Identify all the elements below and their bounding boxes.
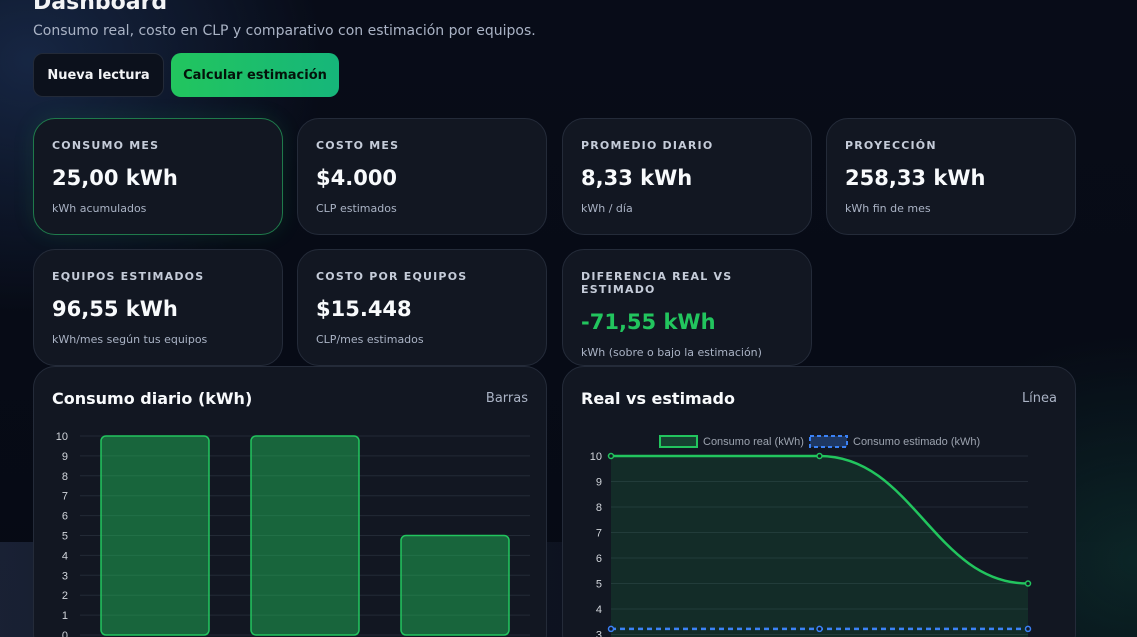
y-tick-label: 1 — [62, 610, 68, 622]
data-point-real — [607, 452, 615, 460]
y-tick-label: 5 — [596, 579, 602, 591]
data-point-estimate — [1024, 625, 1032, 633]
card-value: -71,55 kWh — [581, 310, 716, 334]
y-tick-label: 5 — [62, 531, 68, 543]
y-tick-label: 8 — [62, 471, 68, 483]
y-tick-label: 10 — [590, 451, 602, 463]
data-point-real — [816, 452, 823, 460]
card-value: $4.000 — [316, 166, 398, 190]
bar — [250, 435, 360, 636]
y-tick-label: 6 — [62, 511, 68, 523]
card-costo-por-equipos: COSTO POR EQUIPOS $15.448 CLP/mes estima… — [297, 249, 547, 366]
y-tick-label: 0 — [62, 630, 68, 637]
page-subtitle: Consumo real, costo en CLP y comparativo… — [33, 23, 536, 39]
card-promedio-diario: PROMEDIO DIARIO 8,33 kWh kWh / día — [562, 118, 812, 235]
y-tick-label: 7 — [62, 491, 68, 503]
y-tick-label: 4 — [62, 550, 68, 562]
data-point-real — [1024, 580, 1032, 587]
card-subtext: CLP estimados — [316, 202, 397, 215]
card-proyeccion: PROYECCIÓN 258,33 kWh kWh fin de mes — [826, 118, 1076, 235]
card-subtext: kWh / día — [581, 202, 633, 215]
area-fill-real — [611, 456, 1028, 637]
card-subtext: CLP/mes estimados — [316, 333, 424, 346]
calculate-estimate-button[interactable]: Calcular estimación — [171, 53, 339, 97]
y-tick-label: 10 — [56, 431, 68, 443]
card-consumo-mes: CONSUMO MES 25,00 kWh kWh acumulados — [33, 118, 283, 235]
chart-type-tag: Línea — [1021, 391, 1057, 406]
bar — [400, 534, 510, 636]
line-chart: 10 9 8 7 6 5 4 3 Consumo real (kWh) Consumo estim… — [590, 435, 1032, 637]
legend-swatch-estimate — [809, 435, 848, 448]
y-tick-label: 8 — [596, 502, 602, 514]
new-reading-button[interactable]: Nueva lectura — [33, 53, 164, 97]
y-tick-label: 9 — [596, 477, 602, 489]
card-subtext: kWh (sobre o bajo la estimación) — [581, 346, 762, 359]
card-label: PROMEDIO DIARIO — [581, 139, 714, 152]
page-title: Dashboard — [33, 0, 168, 15]
chart-type-tag: Barras — [485, 391, 528, 406]
card-subtext: kWh/mes según tus equipos — [52, 333, 208, 346]
y-tick-label: 3 — [62, 570, 68, 582]
card-value: 25,00 kWh — [52, 166, 178, 190]
card-subtext: kWh acumulados — [52, 202, 147, 215]
card-value: 258,33 kWh — [845, 166, 986, 190]
card-diferencia: DIFERENCIA REAL VS ESTIMADO -71,55 kWh k… — [562, 249, 812, 366]
card-label: EQUIPOS ESTIMADOS — [52, 270, 205, 283]
bar — [100, 435, 210, 636]
legend-label-estimate: Consumo estimado (kWh) — [853, 436, 980, 448]
card-label: CONSUMO MES — [52, 139, 160, 152]
real-vs-estimate-panel: Real vs estimado Línea 10 9 8 7 6 5 4 3 Consumo … — [562, 366, 1076, 637]
card-value: $15.448 — [316, 297, 412, 321]
data-point-estimate — [816, 625, 823, 633]
y-tick-label: 7 — [596, 528, 602, 540]
data-point-estimate — [607, 625, 615, 633]
legend-swatch-real — [659, 435, 698, 448]
card-label: DIFERENCIA REAL VS ESTIMADO — [581, 270, 733, 296]
y-tick-label: 3 — [596, 630, 602, 637]
legend-label-real: Consumo real (kWh) — [703, 436, 804, 448]
card-subtext: kWh fin de mes — [845, 202, 931, 215]
card-label: COSTO MES — [316, 139, 400, 152]
daily-consumption-panel: Consumo diario (kWh) Barras 10 9 8 7 6 5 4 3 2 1 0 — [33, 366, 547, 637]
chart-title: Consumo diario (kWh) — [52, 389, 253, 408]
card-label: PROYECCIÓN — [845, 139, 937, 152]
card-costo-mes: COSTO MES $4.000 CLP estimados — [297, 118, 547, 235]
card-value: 8,33 kWh — [581, 166, 693, 190]
card-value: 96,55 kWh — [52, 297, 178, 321]
card-label: COSTO POR EQUIPOS — [316, 270, 468, 283]
card-equipos-estimados: EQUIPOS ESTIMADOS 96,55 kWh kWh/mes segú… — [33, 249, 283, 366]
chart-title: Real vs estimado — [581, 389, 735, 408]
y-tick-label: 6 — [596, 553, 602, 565]
y-tick-label: 9 — [62, 451, 68, 463]
y-tick-label: 4 — [596, 604, 602, 616]
y-tick-label: 2 — [62, 590, 68, 602]
series-line-real — [611, 454, 1029, 585]
